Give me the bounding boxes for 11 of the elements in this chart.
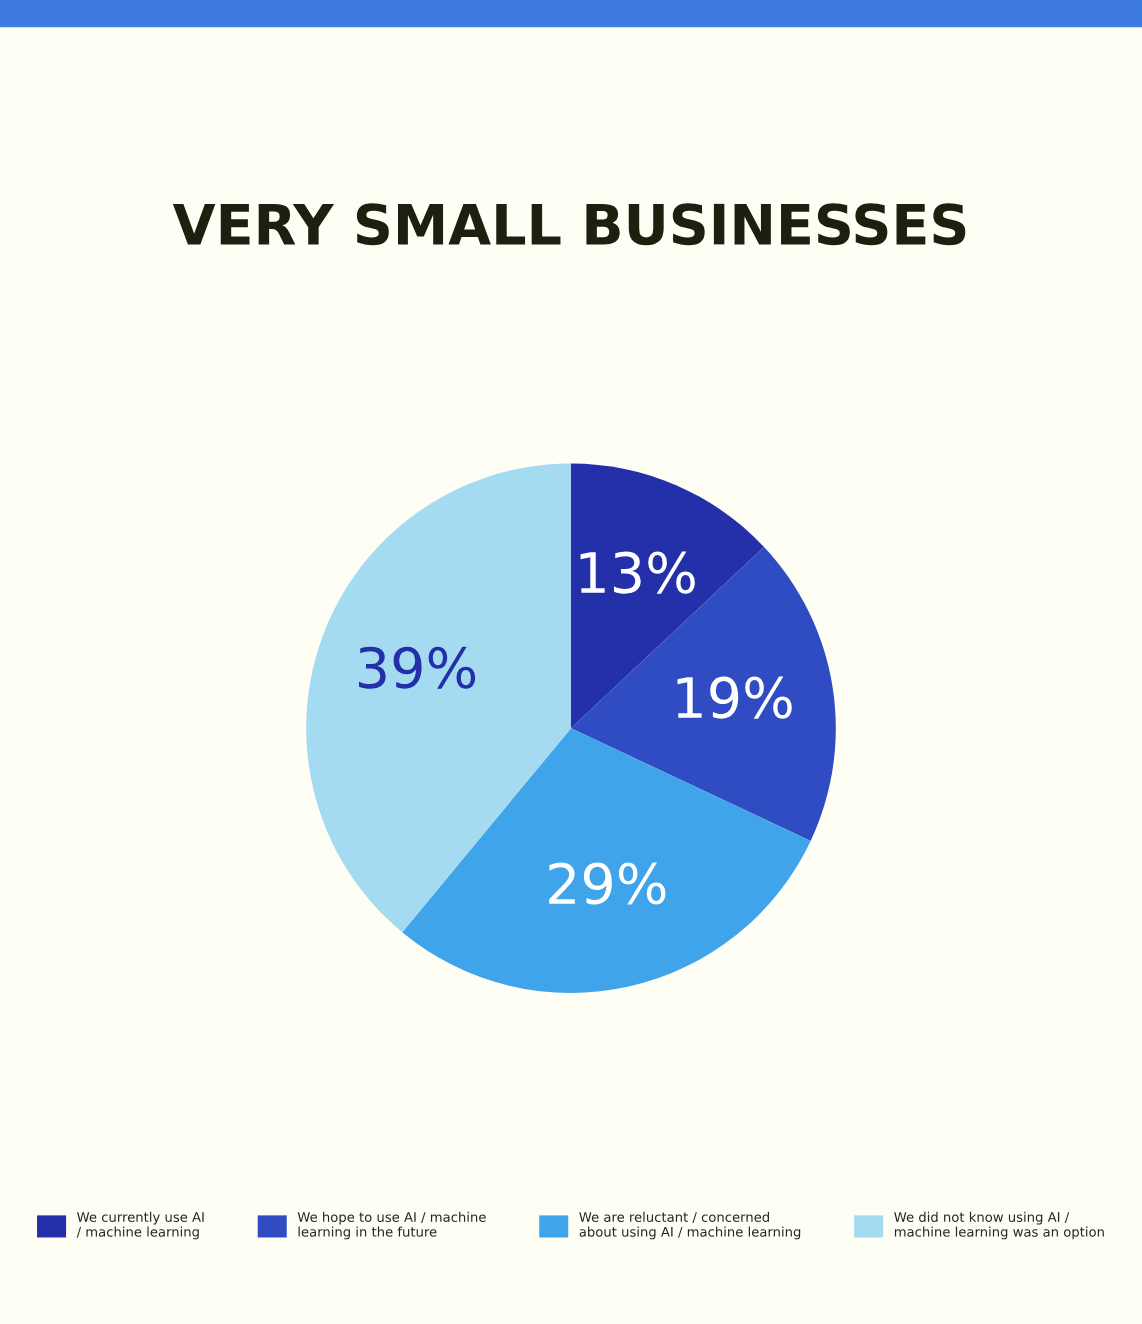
legend-label: We currently use AI / machine learning: [76, 1211, 204, 1240]
legend-label: We did not know using AI / machine learning was an option: [894, 1211, 1104, 1240]
data-label: 29%: [549, 862, 666, 905]
data-label: 39%: [359, 646, 476, 689]
legend-label: We are reluctant / concerned about using AI / machine learning: [579, 1211, 801, 1240]
data-label: 19%: [677, 676, 792, 719]
legend-label: We hope to use AI / machine learning in the future: [297, 1211, 486, 1240]
data-label: 13%: [580, 551, 695, 594]
pie-slice: [571, 546, 836, 841]
pie-slice: [402, 728, 811, 993]
chart-title: VERY SMALL BUSINESSES: [172, 203, 966, 246]
